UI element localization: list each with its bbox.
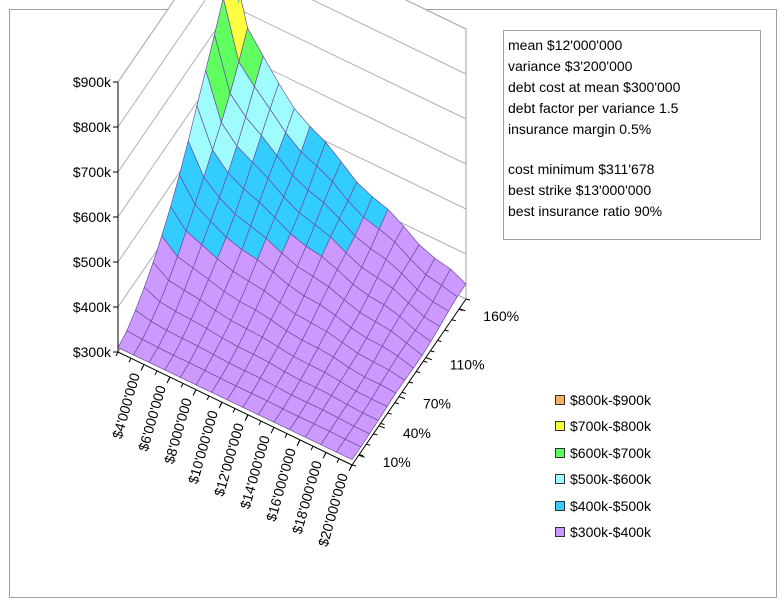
x-minor-tick (232, 408, 236, 413)
legend-label: $300k-$400k (570, 523, 651, 540)
y-tick (398, 396, 406, 400)
y-minor-tick (387, 412, 392, 415)
y-minor-tick (351, 464, 357, 467)
legend-swatch (555, 526, 565, 537)
info-line-best-ratio: best insurance ratio 90% (508, 203, 663, 219)
x-minor-tick (271, 427, 275, 432)
y-minor-tick (465, 298, 471, 301)
surface-peak-cell (238, 0, 240, 3)
z-tick-label: $500k (73, 254, 112, 270)
legend-label: $700k-$800k (570, 418, 651, 435)
x-tick-label: $20'000'000 (315, 471, 351, 548)
y-minor-tick (373, 433, 378, 436)
info-line-mean: mean $12'000'000 (508, 37, 623, 53)
x-minor-tick (323, 452, 327, 457)
y-tick-label: 40% (403, 425, 431, 441)
surface-cell (335, 438, 362, 461)
y-tick-label: 10% (383, 454, 411, 470)
info-line-cost-minimum: cost minimum $311'678 (508, 161, 655, 177)
x-minor-tick (141, 364, 145, 369)
z-tick-label: $600k (73, 209, 112, 225)
y-minor-tick (408, 381, 414, 384)
legend-label: $800k-$900k (570, 392, 651, 408)
legend-swatch (555, 474, 565, 485)
y-minor-tick (401, 391, 406, 394)
wall-gridline (117, 0, 467, 128)
x-tick-label: $4'000'000 (109, 371, 143, 441)
y-tick-label: 160% (483, 308, 519, 324)
x-minor-tick (258, 420, 262, 426)
x-tick-label: $6'000'000 (135, 383, 169, 453)
legend-label: $500k-$600k (570, 471, 651, 488)
y-minor-tick (394, 402, 399, 405)
x-minor-tick (245, 414, 249, 420)
y-minor-tick (380, 423, 385, 425)
x-minor-tick (206, 395, 210, 401)
y-tick (358, 454, 365, 458)
z-tick-label: $700k (73, 164, 112, 180)
x-minor-tick (128, 358, 132, 363)
legend-swatch (555, 500, 565, 511)
x-minor-tick (115, 351, 119, 357)
x-minor-tick (193, 389, 197, 394)
legend-label: $400k-$500k (570, 497, 651, 514)
x-minor-tick (297, 439, 301, 445)
z-tick-label: $300k (73, 344, 112, 360)
legend-swatch (555, 421, 565, 432)
x-minor-tick (180, 383, 184, 388)
y-minor-tick (366, 443, 371, 446)
x-minor-tick (284, 433, 288, 438)
y-minor-tick (423, 360, 428, 363)
info-line-debt-factor: debt factor per variance 1.5 (508, 100, 679, 116)
x-minor-tick (167, 376, 171, 382)
x-minor-tick (336, 458, 340, 463)
legend-swatch (555, 395, 565, 405)
x-minor-tick (349, 464, 353, 470)
z-tick-label: $900k (73, 74, 112, 90)
y-tick (378, 425, 385, 429)
x-minor-tick (154, 370, 158, 376)
x-minor-tick (310, 445, 314, 451)
z-tick-label: $800k (73, 119, 112, 135)
x-minor-tick (219, 401, 223, 407)
x-tick-label: $8'000'000 (161, 396, 195, 466)
legend-label: $600k-$700k (570, 444, 651, 461)
y-minor-tick (437, 340, 442, 342)
y-minor-tick (359, 454, 364, 457)
y-tick-label: 70% (423, 396, 451, 412)
wall-gridline (117, 0, 467, 83)
z-tick-label: $400k (73, 299, 112, 315)
y-minor-tick (416, 371, 421, 374)
info-line-variance: variance $3'200'000 (508, 58, 633, 74)
info-line-debt-cost: debt cost at mean $300'000 (508, 79, 681, 95)
y-minor-tick (444, 329, 449, 332)
info-line-insurance-margin: insurance margin 0.5% (508, 121, 652, 137)
y-minor-tick (430, 350, 435, 353)
y-minor-tick (451, 319, 456, 322)
info-line-best-strike: best strike $13'000'000 (508, 182, 652, 198)
legend-swatch (555, 447, 565, 458)
info-text-box: mean $12'000'000 variance $3'200'000 deb… (503, 30, 761, 240)
info-spacer (508, 140, 760, 159)
y-minor-tick (458, 308, 463, 311)
y-tick (425, 357, 432, 361)
y-tick-label: 110% (450, 357, 485, 373)
